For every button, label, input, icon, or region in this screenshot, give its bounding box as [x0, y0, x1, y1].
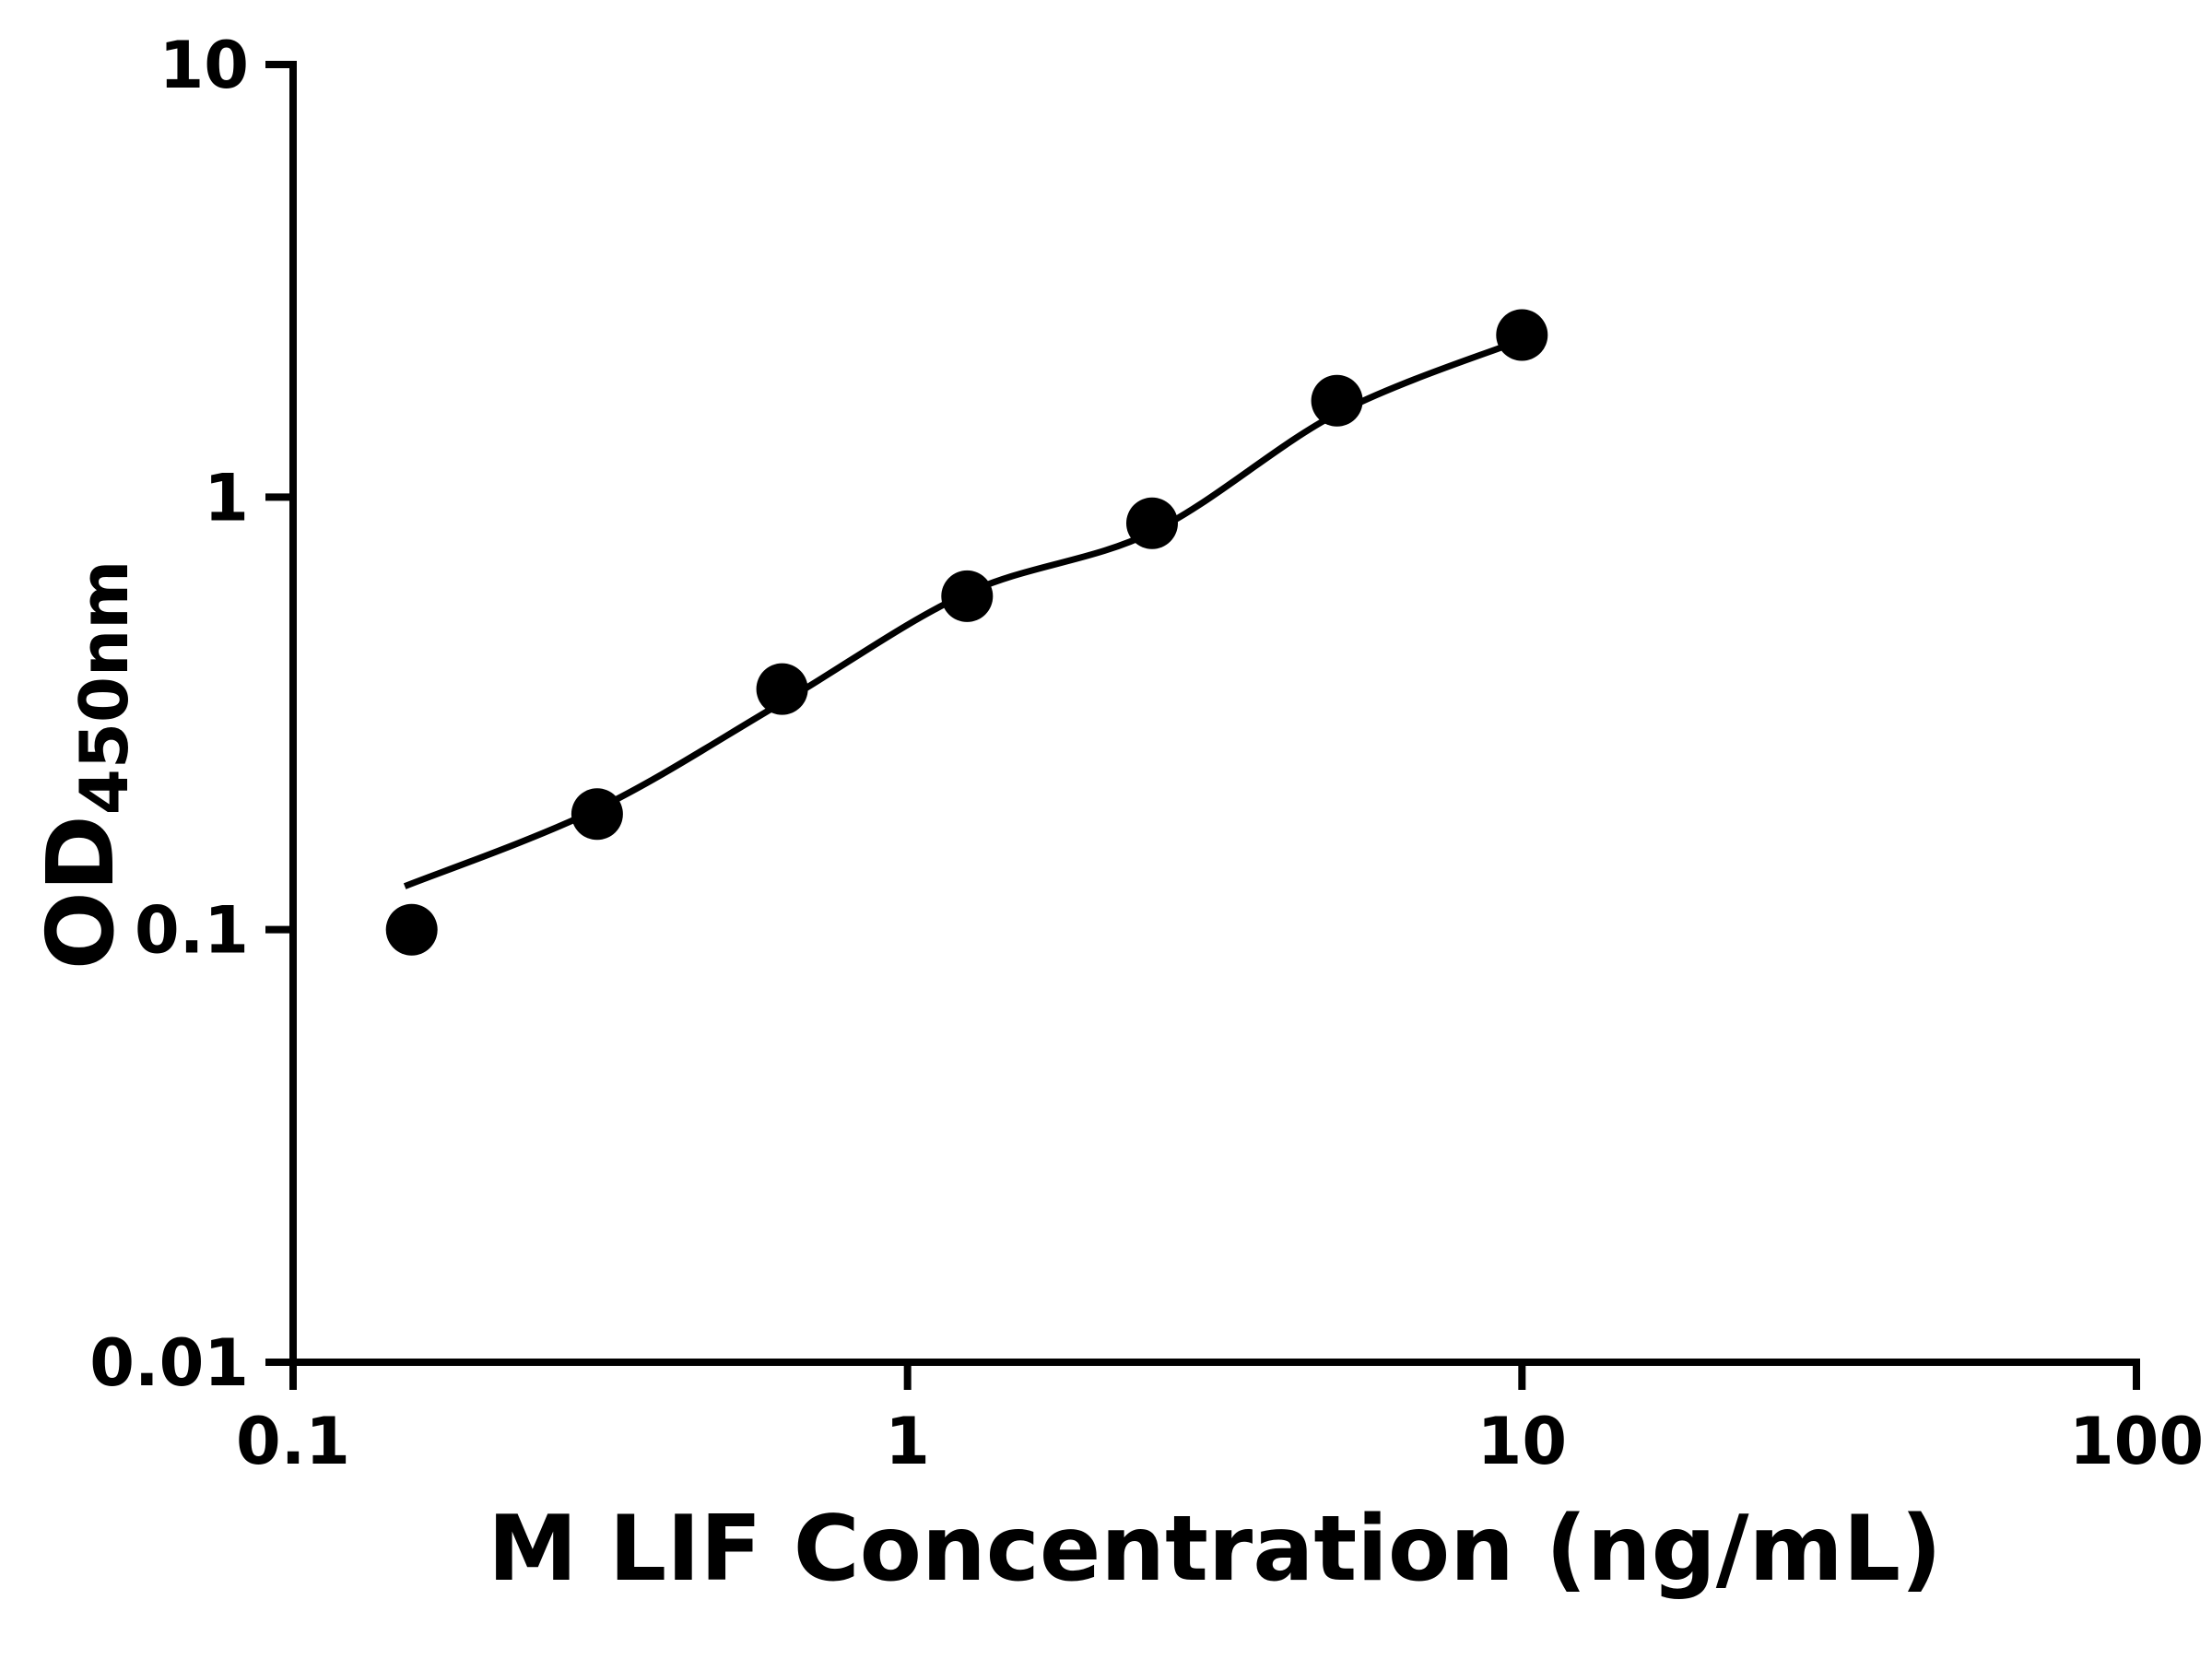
axes-spine [289, 61, 2140, 1366]
y-axis-title: OD450nm [27, 560, 143, 971]
x-axis-tick-label: 10 [1477, 1404, 1567, 1479]
data-point [1311, 374, 1363, 427]
data-point [385, 903, 438, 956]
x-axis-tick-label: 0.1 [236, 1404, 350, 1479]
y-axis-tick-label: 0.1 [135, 893, 249, 969]
y-axis-tick-label: 0.01 [89, 1325, 249, 1401]
data-point [941, 570, 994, 622]
y-axis-tick-label: 1 [204, 460, 249, 535]
y-axis-title-main: OD [27, 815, 135, 971]
x-axis-tick-label: 1 [885, 1404, 930, 1479]
y-axis-title-subscript: 450nm [65, 559, 143, 816]
data-point [1496, 309, 1548, 361]
data-point [1126, 497, 1178, 549]
x-axis-title: M LIF Concentration (ng/mL) [488, 1497, 1942, 1602]
y-axis-tick-label: 10 [159, 28, 249, 103]
data-point [571, 788, 623, 841]
x-axis-tick-label: 100 [2069, 1404, 2204, 1479]
data-point [756, 663, 808, 715]
